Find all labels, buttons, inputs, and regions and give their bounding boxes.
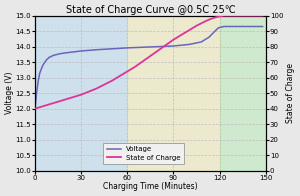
Y-axis label: State of Charge: State of Charge: [286, 63, 295, 123]
Bar: [128, 16, 220, 171]
Bar: [35, 16, 128, 171]
Title: State of Charge Curve @0.5C 25℃: State of Charge Curve @0.5C 25℃: [66, 5, 235, 15]
Y-axis label: Voltage (V): Voltage (V): [5, 72, 14, 114]
Bar: [220, 16, 266, 171]
X-axis label: Charging Time (Minutes): Charging Time (Minutes): [103, 182, 198, 191]
Legend: Voltage, State of Charge: Voltage, State of Charge: [103, 143, 184, 164]
